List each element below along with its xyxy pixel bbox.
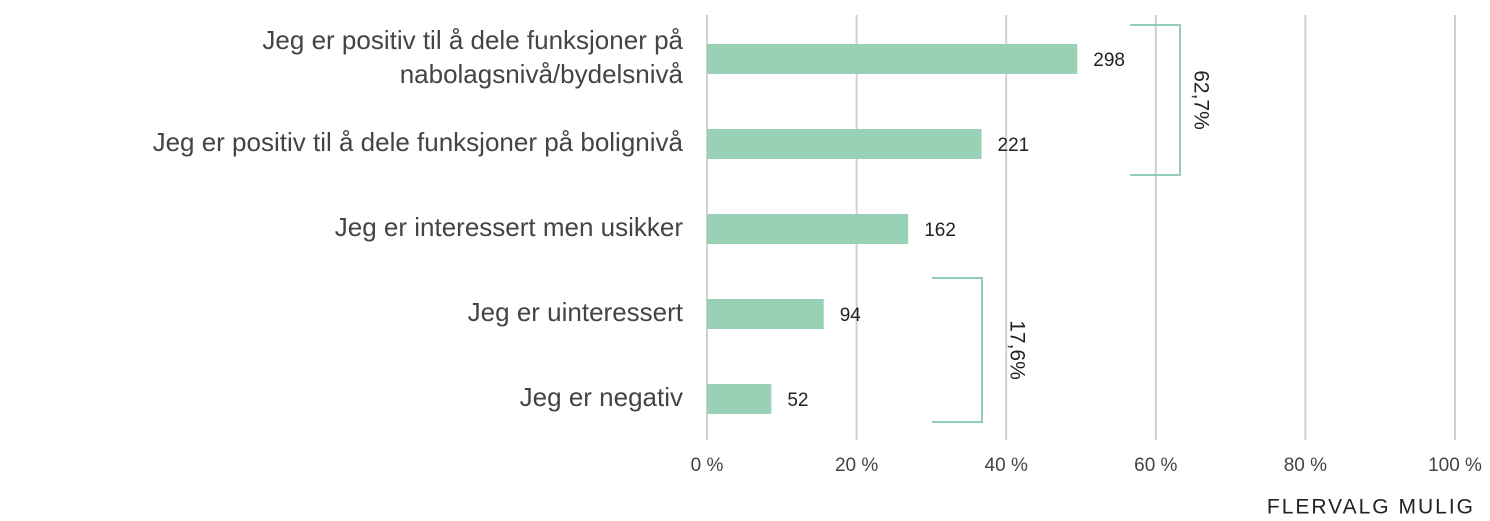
bracket-label: 17,6% bbox=[1005, 320, 1028, 380]
bar bbox=[707, 299, 824, 329]
x-tick-label: 100 % bbox=[1428, 455, 1482, 476]
category-label: Jeg er positiv til å dele funksjoner på bbox=[262, 25, 683, 55]
category-label: Jeg er uinteressert bbox=[468, 297, 684, 327]
x-tick-label: 40 % bbox=[985, 455, 1028, 476]
x-tick-label: 60 % bbox=[1134, 455, 1177, 476]
data-label: 94 bbox=[840, 305, 862, 326]
category-label: Jeg er interessert men usikker bbox=[335, 212, 684, 242]
bracket-label: 62,7% bbox=[1189, 70, 1212, 130]
x-tick-label: 80 % bbox=[1284, 455, 1327, 476]
category-label: nabolagsnivå/bydelsnivå bbox=[400, 59, 684, 89]
bar bbox=[707, 44, 1078, 74]
bracket bbox=[1130, 24, 1181, 176]
bar bbox=[707, 129, 982, 159]
bracket bbox=[932, 277, 983, 423]
data-label: 221 bbox=[998, 135, 1030, 156]
bar bbox=[707, 214, 909, 244]
x-tick-label: 0 % bbox=[691, 455, 724, 476]
category-label: Jeg er negativ bbox=[520, 382, 683, 412]
data-label: 298 bbox=[1093, 50, 1125, 71]
data-label: 52 bbox=[787, 390, 808, 411]
category-label: Jeg er positiv til å dele funksjoner på … bbox=[153, 127, 684, 157]
bar bbox=[707, 384, 772, 414]
data-label: 162 bbox=[924, 220, 956, 241]
x-tick-label: 20 % bbox=[835, 455, 878, 476]
footnote: FLERVALG MULIG bbox=[1267, 496, 1475, 519]
